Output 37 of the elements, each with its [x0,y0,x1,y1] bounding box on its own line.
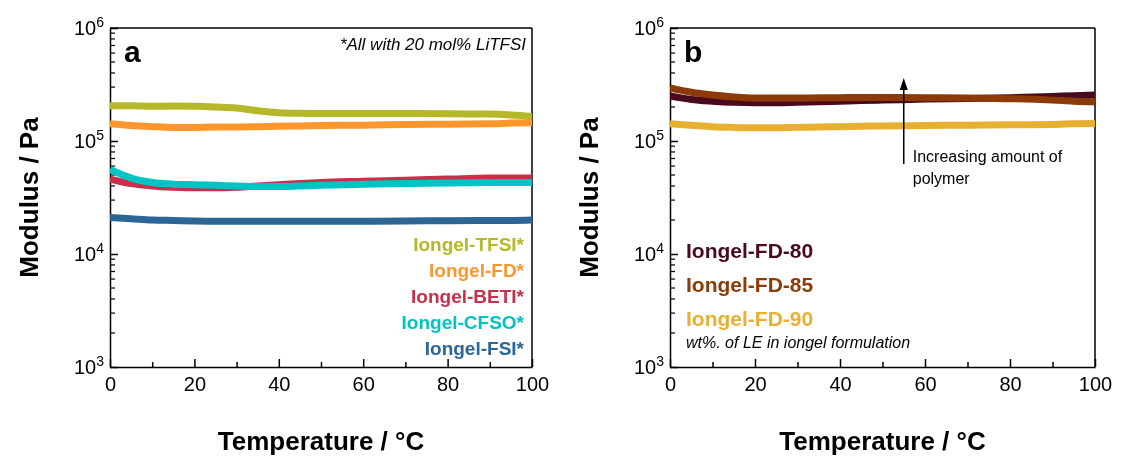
x-tick-label: 80 [436,373,460,396]
y-tick-label: 10$^{3}$ [73,352,105,378]
x-tick-label: 40 [268,373,291,396]
text: Iongel-CFSO* [401,312,525,333]
annotation: *All with 20 mol% LiTFSI [339,35,527,54]
y-tick-label: 10$^{3}$ [633,352,665,378]
x-tick-label: 20 [183,373,207,396]
text: Iongel-FSI* [424,338,525,359]
y-tick-label: 10$^{5}$ [633,126,665,152]
x-tick-label: 0 [664,373,677,396]
y-axis-title: Modulus / Pa [14,116,44,278]
y-tick-label: 10$^{6}$ [73,13,105,39]
x-axis-title: Temperature / °C [779,426,986,456]
y-tick-label: 10$^{5}$ [73,126,105,152]
text: Iongel-TFSI* [413,234,525,255]
annotation: a [124,35,141,68]
x-axis-title: Temperature / °C [217,426,425,456]
annotation: wt%. of LE in iongel formulation [686,334,911,351]
x-tick-label: 80 [999,373,1022,396]
x-tick-label: 20 [744,373,767,396]
y-tick-label: 10$^{4}$ [73,239,105,265]
annotation: Increasing amount of polymer [912,148,1063,187]
x-tick-label: 100 [515,373,550,396]
text: Iongel-FD-85 [686,273,814,296]
y-axis-title: Modulus / Pa [574,116,604,278]
y-tick-label: 10$^{4}$ [633,239,665,265]
y-tick-label: 10$^{6}$ [633,13,665,39]
text: Iongel-FD* [429,260,525,281]
x-tick-label: 0 [104,373,117,396]
x-tick-label: 60 [352,373,375,396]
x-tick-label: 40 [829,373,852,396]
x-tick-label: 100 [1078,373,1113,396]
text: Iongel-BETI* [411,286,525,307]
text: Iongel-FD-90 [686,307,814,330]
annotation: b [684,35,703,68]
text: Iongel-FD-80 [686,239,814,262]
x-tick-label: 60 [914,373,937,396]
